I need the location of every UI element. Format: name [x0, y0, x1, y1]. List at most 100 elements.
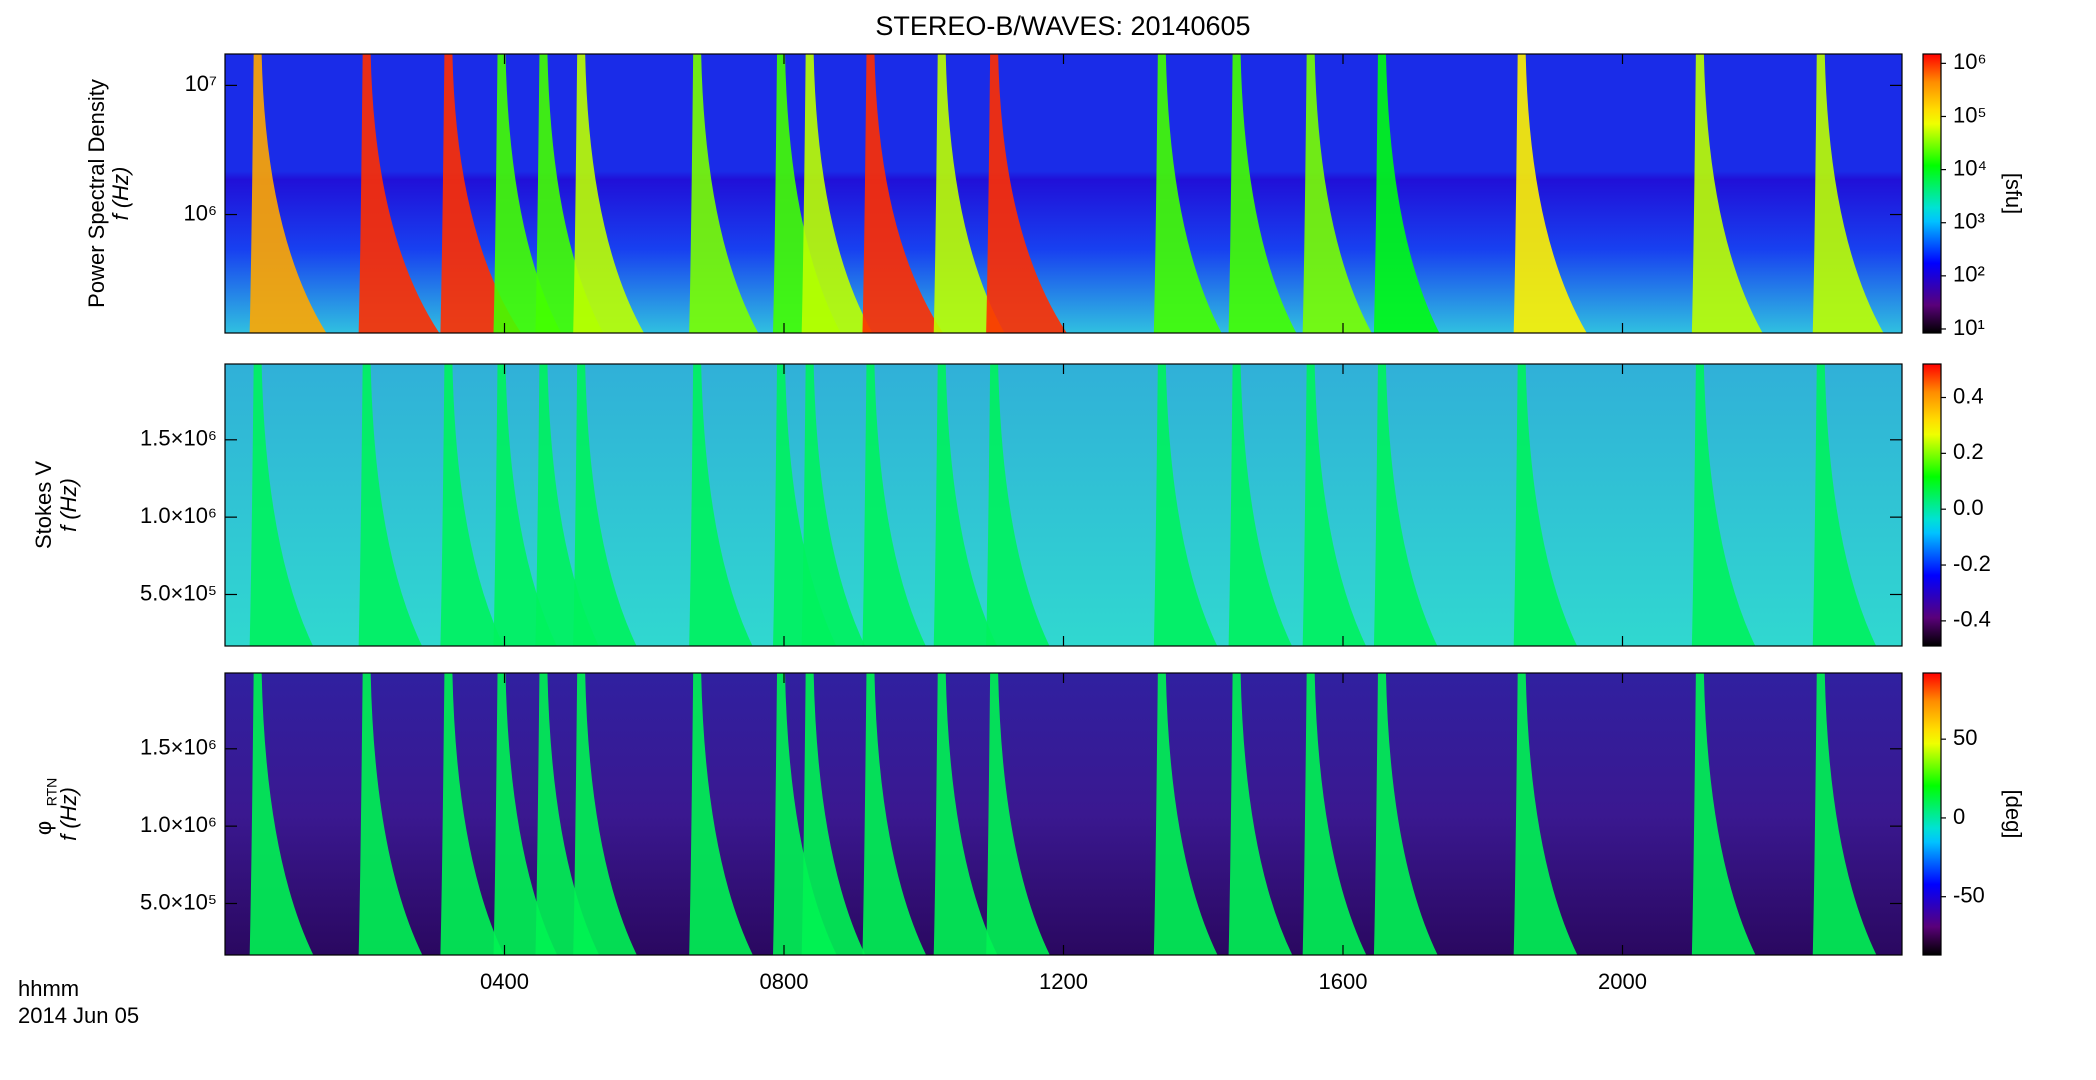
colorbar-tick-label: 0	[1953, 804, 1965, 829]
burst	[1691, 364, 1756, 646]
colorbar-tick-label: 0.0	[1953, 495, 1984, 520]
x-tick-label: 2000	[1598, 969, 1647, 994]
burst	[358, 54, 440, 333]
colorbar-tick-label: 0.2	[1953, 439, 1984, 464]
burst	[773, 364, 837, 646]
burst	[573, 54, 644, 333]
burst	[493, 364, 557, 646]
colorbar-label: [deg]	[2001, 790, 2026, 839]
burst	[493, 54, 562, 333]
colorbar-tick-label: 10⁴	[1953, 155, 1987, 180]
burst	[1691, 54, 1763, 333]
colorbar-tick-label: -0.2	[1953, 551, 1991, 576]
burst	[1513, 364, 1578, 646]
colorbar	[1922, 672, 1942, 956]
burst	[1153, 364, 1218, 646]
y-axis-label: Stokes V	[31, 461, 56, 549]
burst	[1812, 673, 1877, 955]
y-axis-label: φ	[31, 821, 56, 835]
burst	[986, 54, 1067, 333]
burst	[440, 673, 505, 955]
colorbar-tick-label: 10⁵	[1953, 102, 1987, 127]
spectrogram	[249, 364, 1877, 646]
burst	[986, 364, 1050, 646]
burst	[1812, 54, 1884, 333]
burst	[573, 364, 637, 646]
burst	[358, 364, 423, 646]
colorbar-tick-label: 10²	[1953, 262, 1985, 287]
x-axis-label: hhmm	[18, 976, 79, 1001]
burst	[249, 364, 314, 646]
burst	[535, 54, 604, 333]
burst	[862, 673, 927, 955]
date-label: 2014 Jun 05	[18, 1003, 139, 1028]
colorbar-tick-label: 0.4	[1953, 383, 1984, 408]
y-tick-label: 1.5×10⁶	[140, 735, 217, 760]
burst	[801, 364, 866, 646]
colorbar-tick-label: 10¹	[1953, 315, 1985, 340]
burst	[1302, 364, 1367, 646]
burst	[1691, 673, 1756, 955]
colorbar-tick-label: 10⁶	[1953, 49, 1987, 74]
y-axis-label: f (Hz)	[56, 478, 81, 532]
burst	[1373, 364, 1438, 646]
burst	[933, 54, 1005, 333]
colorbar	[1922, 53, 1942, 334]
colorbar	[1922, 363, 1942, 647]
burst	[573, 673, 637, 955]
burst	[689, 54, 759, 333]
burst	[986, 673, 1050, 955]
burst	[862, 364, 926, 646]
y-tick-label: 10⁷	[185, 71, 217, 96]
y-tick-label: 5.0×10⁵	[140, 889, 217, 914]
burst	[1228, 673, 1293, 955]
spectrogram	[249, 673, 1877, 955]
x-tick-label: 1200	[1039, 969, 1088, 994]
burst	[689, 673, 753, 955]
burst	[440, 54, 522, 333]
burst	[535, 673, 600, 955]
burst	[689, 364, 753, 646]
colorbar-label: [sfu]	[2001, 173, 2026, 215]
burst	[773, 54, 841, 333]
colorbar-tick-label: -0.4	[1953, 607, 1991, 632]
burst	[1812, 364, 1877, 646]
burst	[1513, 673, 1578, 955]
burst	[358, 673, 423, 955]
y-tick-label: 10⁶	[183, 200, 217, 225]
spectrogram	[249, 54, 1884, 333]
burst	[1373, 54, 1440, 333]
burst	[1302, 673, 1367, 955]
burst	[1228, 54, 1297, 333]
burst	[801, 54, 873, 333]
y-axis-label: f (Hz)	[108, 167, 133, 221]
y-tick-label: 1.0×10⁶	[140, 503, 217, 528]
burst	[773, 673, 837, 955]
chart-title: STEREO-B/WAVES: 20140605	[875, 11, 1250, 41]
burst	[535, 364, 599, 646]
x-tick-label: 0400	[480, 969, 529, 994]
burst	[440, 364, 504, 646]
burst	[249, 673, 314, 955]
burst	[862, 54, 944, 333]
burst	[1373, 673, 1438, 955]
burst	[933, 673, 998, 955]
burst	[1153, 54, 1222, 333]
colorbar-tick-label: 10³	[1953, 209, 1985, 234]
burst	[801, 673, 866, 955]
colorbar-tick-label: -50	[1953, 883, 1985, 908]
colorbar-tick-label: 50	[1953, 725, 1977, 750]
y-axis-label: Power Spectral Density	[84, 79, 109, 308]
y-tick-label: 1.5×10⁶	[140, 426, 217, 451]
y-tick-label: 1.0×10⁶	[140, 812, 217, 837]
y-tick-label: 5.0×10⁵	[140, 580, 217, 605]
burst	[1513, 54, 1587, 333]
burst	[1228, 364, 1292, 646]
burst	[1302, 54, 1372, 333]
x-tick-label: 1600	[1319, 969, 1368, 994]
x-tick-label: 0800	[760, 969, 809, 994]
burst	[249, 54, 327, 333]
burst	[1153, 673, 1218, 955]
burst	[933, 364, 998, 646]
